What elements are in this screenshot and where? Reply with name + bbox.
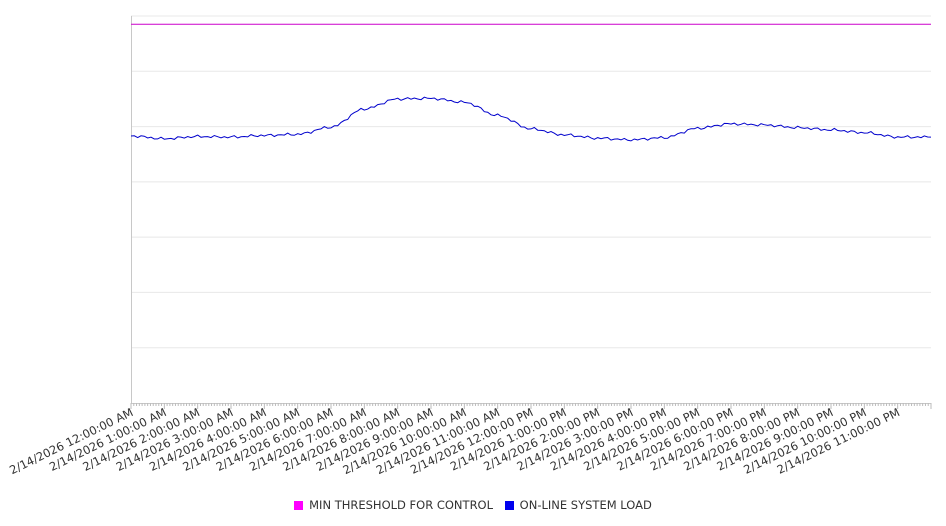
legend-swatch-system-load: [504, 500, 514, 510]
legend-label-system-load: ON-LINE SYSTEM LOAD: [519, 498, 652, 512]
grid-lines: [131, 15, 931, 349]
series-line-system-load: [130, 96, 932, 142]
legend-item-system-load[interactable]: ON-LINE SYSTEM LOAD: [504, 498, 652, 512]
legend-label-min-threshold: MIN THRESHOLD FOR CONTROL: [309, 498, 494, 512]
legend: MIN THRESHOLD FOR CONTROL ON-LINE SYSTEM…: [0, 498, 946, 513]
series-lines: [130, 23, 932, 142]
x-axis-tick-labels: 2/14/2026 12:00:00 AM2/14/2026 1:00:00 A…: [7, 405, 902, 477]
legend-item-min-threshold[interactable]: MIN THRESHOLD FOR CONTROL: [294, 498, 493, 512]
x-axis-ticks: [130, 403, 932, 409]
legend-swatch-min-threshold: [294, 500, 304, 510]
axes: [131, 16, 931, 404]
